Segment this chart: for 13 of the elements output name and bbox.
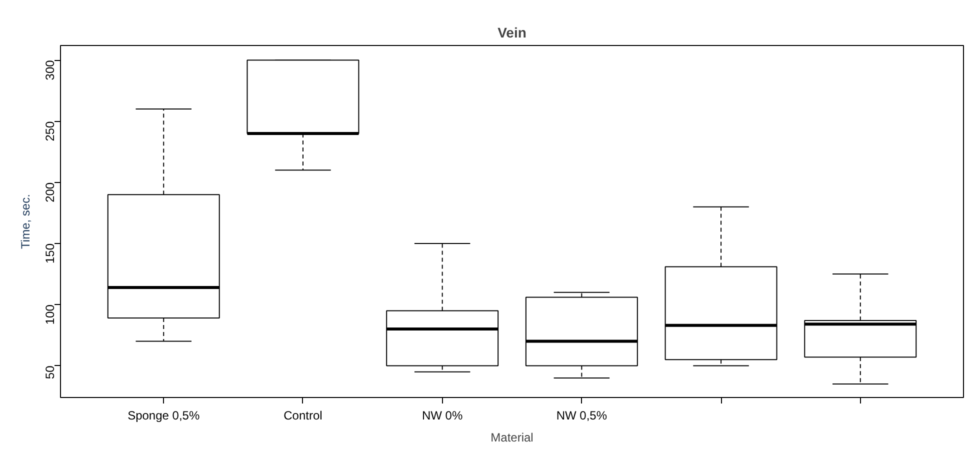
y-tick-label: 200 <box>43 182 57 202</box>
y-tick-label: 150 <box>43 243 57 264</box>
x-tick-label: NW 0,5% <box>556 408 608 422</box>
x-tick-label: Control <box>284 408 322 422</box>
x-axis-title: Material <box>490 430 534 444</box>
y-tick-label: 50 <box>43 365 57 380</box>
chart-title: Vein <box>498 24 526 40</box>
y-tick-label: 100 <box>43 304 57 325</box>
y-axis-title: Time, sec. <box>18 194 32 249</box>
y-tick-label: 300 <box>43 60 57 80</box>
y-tick-label: 250 <box>43 120 57 142</box>
x-tick-label: NW 0% <box>422 408 463 422</box>
x-tick-label: Sponge 0,5% <box>128 408 200 422</box>
